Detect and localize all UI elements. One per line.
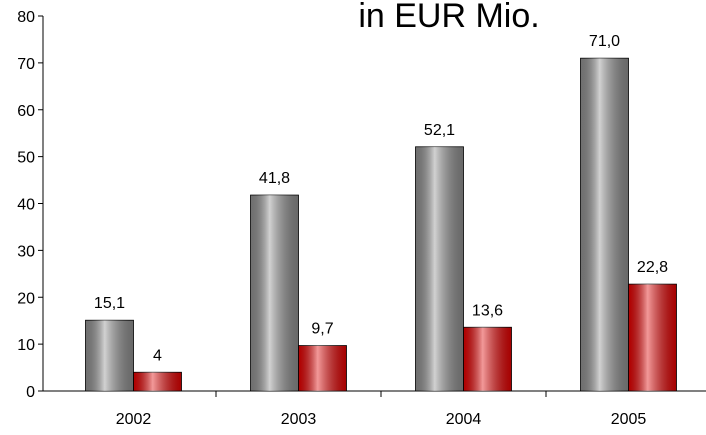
bar xyxy=(85,319,134,392)
bar xyxy=(298,345,347,392)
data-label: 4 xyxy=(153,347,162,364)
y-tick-label: 10 xyxy=(17,337,35,354)
x-tick-label: 2004 xyxy=(446,411,482,428)
bar xyxy=(580,57,629,392)
y-tick-label: 20 xyxy=(17,290,35,307)
y-tick-label: 60 xyxy=(17,103,35,120)
y-tick-label: 40 xyxy=(17,197,35,214)
y-tick-label: 70 xyxy=(17,56,35,73)
data-label: 9,7 xyxy=(311,321,333,338)
data-label: 22,8 xyxy=(637,259,668,276)
data-label: 52,1 xyxy=(424,122,455,139)
x-tick-label: 2003 xyxy=(281,411,317,428)
bar xyxy=(250,194,299,392)
chart-title: in EUR Mio. xyxy=(358,0,539,35)
x-tick-label: 2005 xyxy=(611,411,647,428)
y-tick-label: 50 xyxy=(17,150,35,167)
data-label: 13,6 xyxy=(472,302,503,319)
bar xyxy=(133,371,182,392)
x-tick-label: 2002 xyxy=(116,411,152,428)
data-label: 41,8 xyxy=(259,170,290,187)
data-label: 15,1 xyxy=(94,295,125,312)
y-tick-label: 80 xyxy=(17,9,35,26)
y-tick-label: 0 xyxy=(26,384,35,401)
bar xyxy=(415,146,464,392)
y-tick-label: 30 xyxy=(17,243,35,260)
data-label: 71,0 xyxy=(589,33,620,50)
bar xyxy=(628,283,677,392)
bar xyxy=(463,326,512,392)
